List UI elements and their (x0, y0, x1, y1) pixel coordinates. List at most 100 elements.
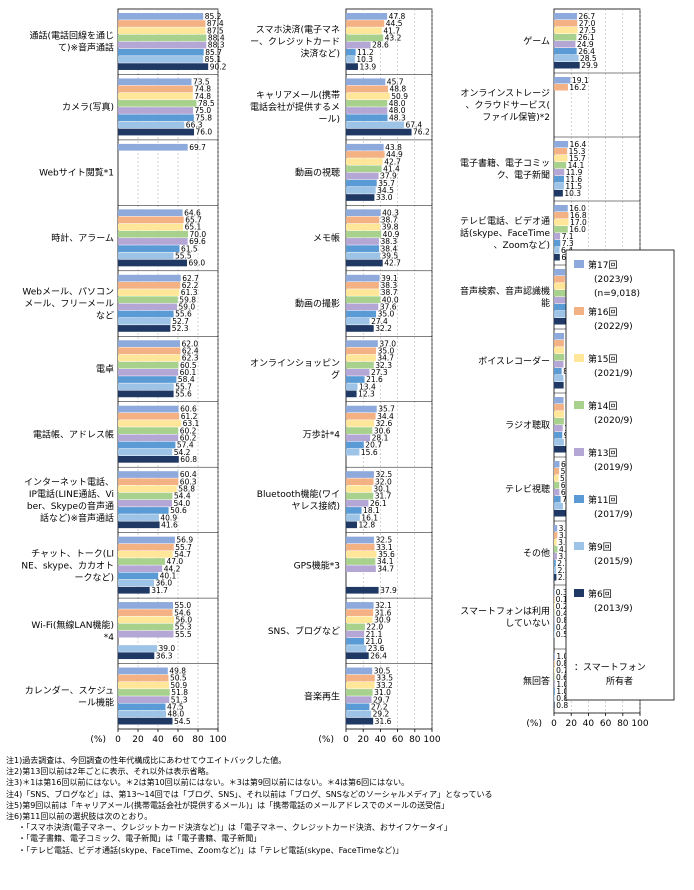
bar (554, 354, 565, 361)
note-6-item-3: ・「テレビ電話、ビデオ通話(skype、FaceTime、Zoomなど)」は「テ… (18, 845, 404, 855)
bar (554, 269, 566, 276)
data-label: 60.3 (180, 477, 197, 486)
data-label: 16.0 (569, 204, 586, 213)
bar (346, 499, 369, 507)
bar (118, 558, 165, 565)
x-tick-label: 100 (631, 719, 648, 729)
data-label: 62.7 (182, 274, 199, 283)
data-label: 50.6 (170, 506, 187, 515)
data-label: 62.2 (182, 281, 199, 290)
bar (346, 405, 377, 413)
data-label: 33.2 (376, 681, 393, 690)
data-label: 26.1 (578, 33, 595, 42)
bar (346, 282, 379, 289)
category-label: 、Zoomなど) (494, 240, 550, 251)
data-label: 85.2 (205, 12, 222, 21)
bar (554, 311, 570, 318)
bar (554, 176, 564, 183)
note-4: 注4)「SNS、ブログなど」は、第13～14回では「ブログ、SNS」、それ以前は… (6, 789, 493, 799)
data-label: 52.3 (172, 324, 189, 333)
data-label: 88.4 (208, 34, 225, 43)
data-label: 16.8 (570, 211, 587, 220)
x-tick-label: 20 (357, 735, 369, 745)
data-label: 22.0 (366, 623, 383, 632)
data-label: 32.1 (375, 601, 392, 610)
note-1: 注1)過去調査は、今回調査の性年代構成比にあわせてウエイトバックした値。 (6, 756, 287, 765)
data-label: 40.9 (160, 513, 177, 522)
data-label: 74.8 (194, 85, 211, 94)
bar (554, 347, 564, 354)
bar (346, 187, 376, 194)
bar (554, 695, 555, 702)
data-label: 16.0 (569, 225, 586, 234)
bar (346, 20, 385, 27)
data-label: 32.5 (375, 470, 392, 479)
bar (346, 252, 380, 260)
legend-label: 第13回 (588, 447, 617, 459)
data-label: 10.3 (564, 189, 581, 198)
bar (118, 100, 197, 107)
legend-swatch (574, 495, 584, 503)
data-label: 10.3 (356, 55, 373, 64)
bar (118, 107, 193, 114)
bar (118, 630, 174, 638)
bar (118, 13, 204, 20)
category-label: ークなど) (74, 572, 114, 583)
bar (554, 219, 569, 226)
bar (118, 34, 207, 42)
category-label: など (96, 311, 114, 322)
legend-period: (2019/9) (594, 463, 633, 473)
category-label: 電話帳、アドレス帳 (33, 428, 114, 440)
data-label: 38.3 (380, 237, 397, 246)
data-label: 67.4 (405, 121, 422, 130)
bar (346, 448, 360, 456)
bar (118, 27, 206, 35)
data-label: 35.0 (378, 310, 395, 319)
data-label: 35.6 (378, 550, 395, 559)
data-label: 76.0 (196, 128, 213, 137)
data-label: 61.5 (181, 244, 198, 253)
data-label: 39.0 (159, 644, 176, 653)
bar (118, 296, 178, 304)
axis-unit-label: (%) (526, 719, 542, 729)
data-label: 47.0 (167, 557, 184, 566)
bar (554, 20, 578, 27)
x-tick-label: 80 (409, 735, 421, 745)
data-label: 55.7 (175, 543, 192, 552)
data-label: 41.7 (383, 26, 400, 35)
bar (346, 354, 376, 362)
bar (346, 340, 378, 347)
bar (346, 48, 356, 56)
bar (554, 610, 555, 617)
bar (554, 55, 579, 62)
data-label: 26.4 (370, 651, 387, 660)
bar (554, 333, 565, 340)
bar (554, 603, 555, 610)
bar (346, 434, 371, 442)
data-label: 39.1 (381, 274, 398, 283)
bar (118, 456, 179, 463)
data-label: 29.2 (373, 710, 390, 719)
bar (118, 128, 194, 136)
data-label: 55.5 (175, 251, 192, 260)
data-label: 3.4 (558, 552, 570, 561)
bar (118, 361, 179, 369)
bar (118, 717, 173, 725)
data-label: 34.7 (377, 564, 394, 573)
category-label: 電話会社が提供するメ (250, 101, 340, 113)
x-tick-label: 60 (392, 735, 404, 745)
data-label: 33.0 (376, 193, 393, 202)
bar (346, 143, 384, 151)
data-label: 85.1 (205, 55, 222, 64)
bar (346, 303, 379, 311)
bar (554, 589, 555, 596)
category-label: 決済など) (300, 48, 340, 60)
legend-label: 第15回 (588, 353, 617, 365)
bar (554, 41, 576, 48)
category-label: ラジオ聴取 (505, 420, 550, 431)
bar (118, 405, 179, 413)
data-label: 32.6 (376, 419, 393, 428)
data-label: 45.7 (387, 77, 404, 86)
category-label: ヤレス接続) (291, 500, 340, 512)
data-label: 54.6 (174, 608, 191, 617)
